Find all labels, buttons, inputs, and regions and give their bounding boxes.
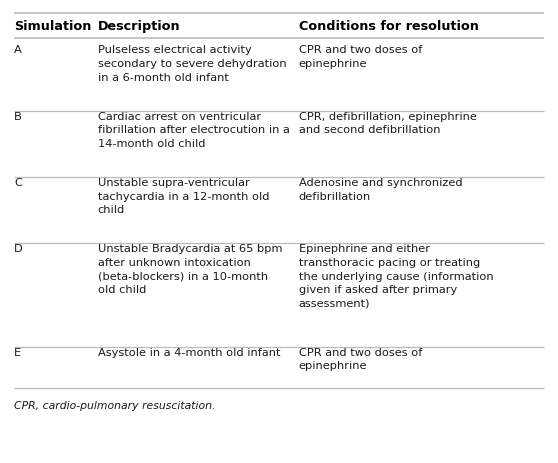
Text: Epinephrine and either
transthoracic pacing or treating
the underlying cause (in: Epinephrine and either transthoracic pac… [299, 244, 493, 308]
Text: B: B [14, 112, 22, 121]
Text: Pulseless electrical activity
secondary to severe dehydration
in a 6-month old i: Pulseless electrical activity secondary … [98, 45, 286, 82]
Text: Adenosine and synchronized
defibrillation: Adenosine and synchronized defibrillatio… [299, 178, 462, 201]
Text: CPR and two doses of
epinephrine: CPR and two doses of epinephrine [299, 45, 422, 69]
Text: Unstable supra-ventricular
tachycardia in a 12-month old
child: Unstable supra-ventricular tachycardia i… [98, 178, 269, 215]
Text: Conditions for resolution: Conditions for resolution [299, 20, 478, 33]
Text: Unstable Bradycardia at 65 bpm
after unknown intoxication
(beta-blockers) in a 1: Unstable Bradycardia at 65 bpm after unk… [98, 244, 282, 294]
Text: CPR, defibrillation, epinephrine
and second defibrillation: CPR, defibrillation, epinephrine and sec… [299, 112, 477, 135]
Text: CPR, cardio-pulmonary resuscitation.: CPR, cardio-pulmonary resuscitation. [14, 400, 215, 410]
Text: Simulation: Simulation [14, 20, 92, 33]
Text: CPR and two doses of
epinephrine: CPR and two doses of epinephrine [299, 347, 422, 370]
Text: D: D [14, 244, 23, 254]
Text: E: E [14, 347, 21, 357]
Text: Cardiac arrest on ventricular
fibrillation after electrocution in a
14-month old: Cardiac arrest on ventricular fibrillati… [98, 112, 290, 149]
Text: A: A [14, 45, 22, 55]
Text: Asystole in a 4-month old infant: Asystole in a 4-month old infant [98, 347, 280, 357]
Text: Description: Description [98, 20, 180, 33]
Text: C: C [14, 178, 22, 188]
